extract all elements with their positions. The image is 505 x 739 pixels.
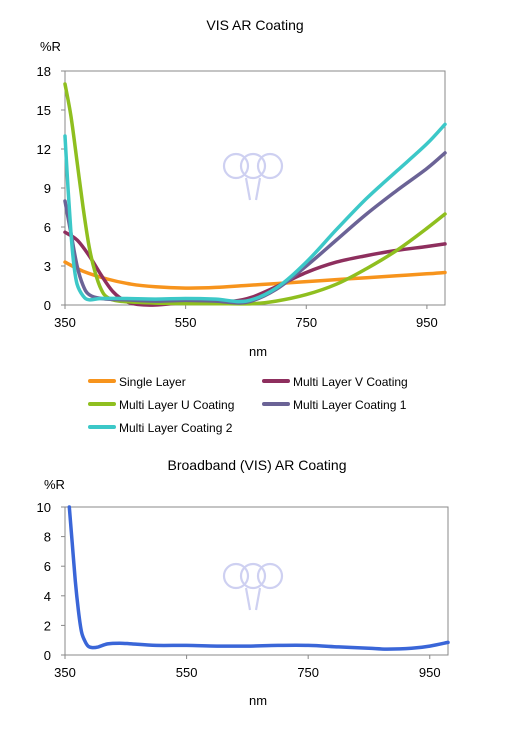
chart1-watermark-stem bbox=[244, 177, 262, 201]
chart2-y-unit: %R bbox=[44, 477, 65, 492]
chart2-y-ticks: 0 2 4 6 8 10 bbox=[37, 500, 65, 663]
chart2-y-tick-label: 6 bbox=[44, 559, 51, 574]
legend-label: Multi Layer Coating 1 bbox=[293, 398, 407, 412]
chart1-legend: Single Layer Multi Layer V Coating Multi L… bbox=[88, 375, 408, 435]
chart1-y-tick-label: 9 bbox=[44, 181, 51, 196]
chart1-title: VIS AR Coating bbox=[206, 17, 303, 33]
chart1-x-tick-label: 350 bbox=[54, 315, 76, 330]
chart1-watermark-ring-left bbox=[222, 152, 250, 180]
chart1-watermark-ring-right bbox=[256, 152, 284, 180]
chart2-series bbox=[67, 505, 450, 651]
legend-label: Single Layer bbox=[119, 375, 186, 389]
chart-broadband-ar-coating: Broadband (VIS) AR Coating %R 0 2 4 6 8 10 35… bbox=[37, 457, 450, 708]
chart2-watermark-ring-right bbox=[256, 562, 284, 590]
chart2-watermark-stem bbox=[244, 587, 262, 611]
chart2-plot-area bbox=[64, 506, 449, 656]
chart2-y-tick-label: 0 bbox=[44, 648, 51, 663]
chart1-y-tick-label: 6 bbox=[44, 220, 51, 235]
chart1-y-tick-label: 12 bbox=[37, 142, 51, 157]
chart2-x-tick-label: 750 bbox=[297, 665, 319, 680]
legend-item: Multi Layer U Coating bbox=[88, 398, 234, 412]
chart1-x-tick-label: 550 bbox=[175, 315, 197, 330]
chart2-x-ticks: 350 550 750 950 bbox=[54, 655, 441, 680]
chart1-y-tick-label: 15 bbox=[37, 103, 51, 118]
chart2-watermark bbox=[222, 562, 284, 611]
chart2-y-tick-label: 10 bbox=[37, 500, 51, 515]
chart2-watermark-ring-left bbox=[222, 562, 250, 590]
chart2-watermark-ring-mid bbox=[239, 562, 267, 590]
legend-item: Single Layer bbox=[88, 375, 186, 389]
legend-item: Multi Layer Coating 1 bbox=[262, 398, 407, 412]
legend-label: Multi Layer Coating 2 bbox=[119, 421, 233, 435]
chart2-y-tick-label: 4 bbox=[44, 589, 51, 604]
chart1-watermark-ring-mid bbox=[239, 152, 267, 180]
legend-label: Multi Layer V Coating bbox=[293, 375, 408, 389]
chart1-watermark bbox=[222, 152, 284, 201]
chart1-y-tick-label: 0 bbox=[44, 298, 51, 313]
chart1-line-single-layer bbox=[63, 260, 447, 290]
chart2-y-tick-label: 8 bbox=[44, 530, 51, 545]
chart1-x-ticks: 350 550 750 950 bbox=[54, 305, 438, 330]
chart1-y-tick-label: 18 bbox=[37, 64, 51, 79]
legend-item: Multi Layer Coating 2 bbox=[88, 421, 233, 435]
chart1-x-tick-label: 950 bbox=[416, 315, 438, 330]
chart2-x-tick-label: 950 bbox=[419, 665, 441, 680]
legend-item: Multi Layer V Coating bbox=[262, 375, 408, 389]
chart2-title: Broadband (VIS) AR Coating bbox=[168, 457, 347, 473]
chart1-line-multi-layer-coating-1 bbox=[63, 151, 447, 305]
chart1-x-tick-label: 750 bbox=[295, 315, 317, 330]
chart1-y-ticks: 0 3 6 9 12 15 18 bbox=[37, 64, 65, 313]
chart1-line-multi-layer-v-coating bbox=[63, 230, 447, 307]
chart1-y-tick-label: 3 bbox=[44, 259, 51, 274]
chart2-x-tick-label: 350 bbox=[54, 665, 76, 680]
chart1-series bbox=[63, 82, 447, 307]
chart2-x-tick-label: 550 bbox=[176, 665, 198, 680]
chart2-x-axis-label: nm bbox=[249, 693, 267, 708]
chart-vis-ar-coating: VIS AR Coating %R 0 3 6 9 12 15 18 350 550 750 95… bbox=[37, 17, 447, 435]
chart1-line-multi-layer-coating-2 bbox=[63, 122, 447, 304]
chart2-line-series-1 bbox=[67, 505, 450, 651]
legend-label: Multi Layer U Coating bbox=[119, 398, 234, 412]
chart2-y-tick-label: 2 bbox=[44, 618, 51, 633]
chart1-line-multi-layer-u-coating bbox=[63, 82, 447, 306]
chart1-y-unit: %R bbox=[40, 39, 61, 54]
chart1-x-axis-label: nm bbox=[249, 344, 267, 359]
chart1-plot-area bbox=[64, 70, 446, 306]
